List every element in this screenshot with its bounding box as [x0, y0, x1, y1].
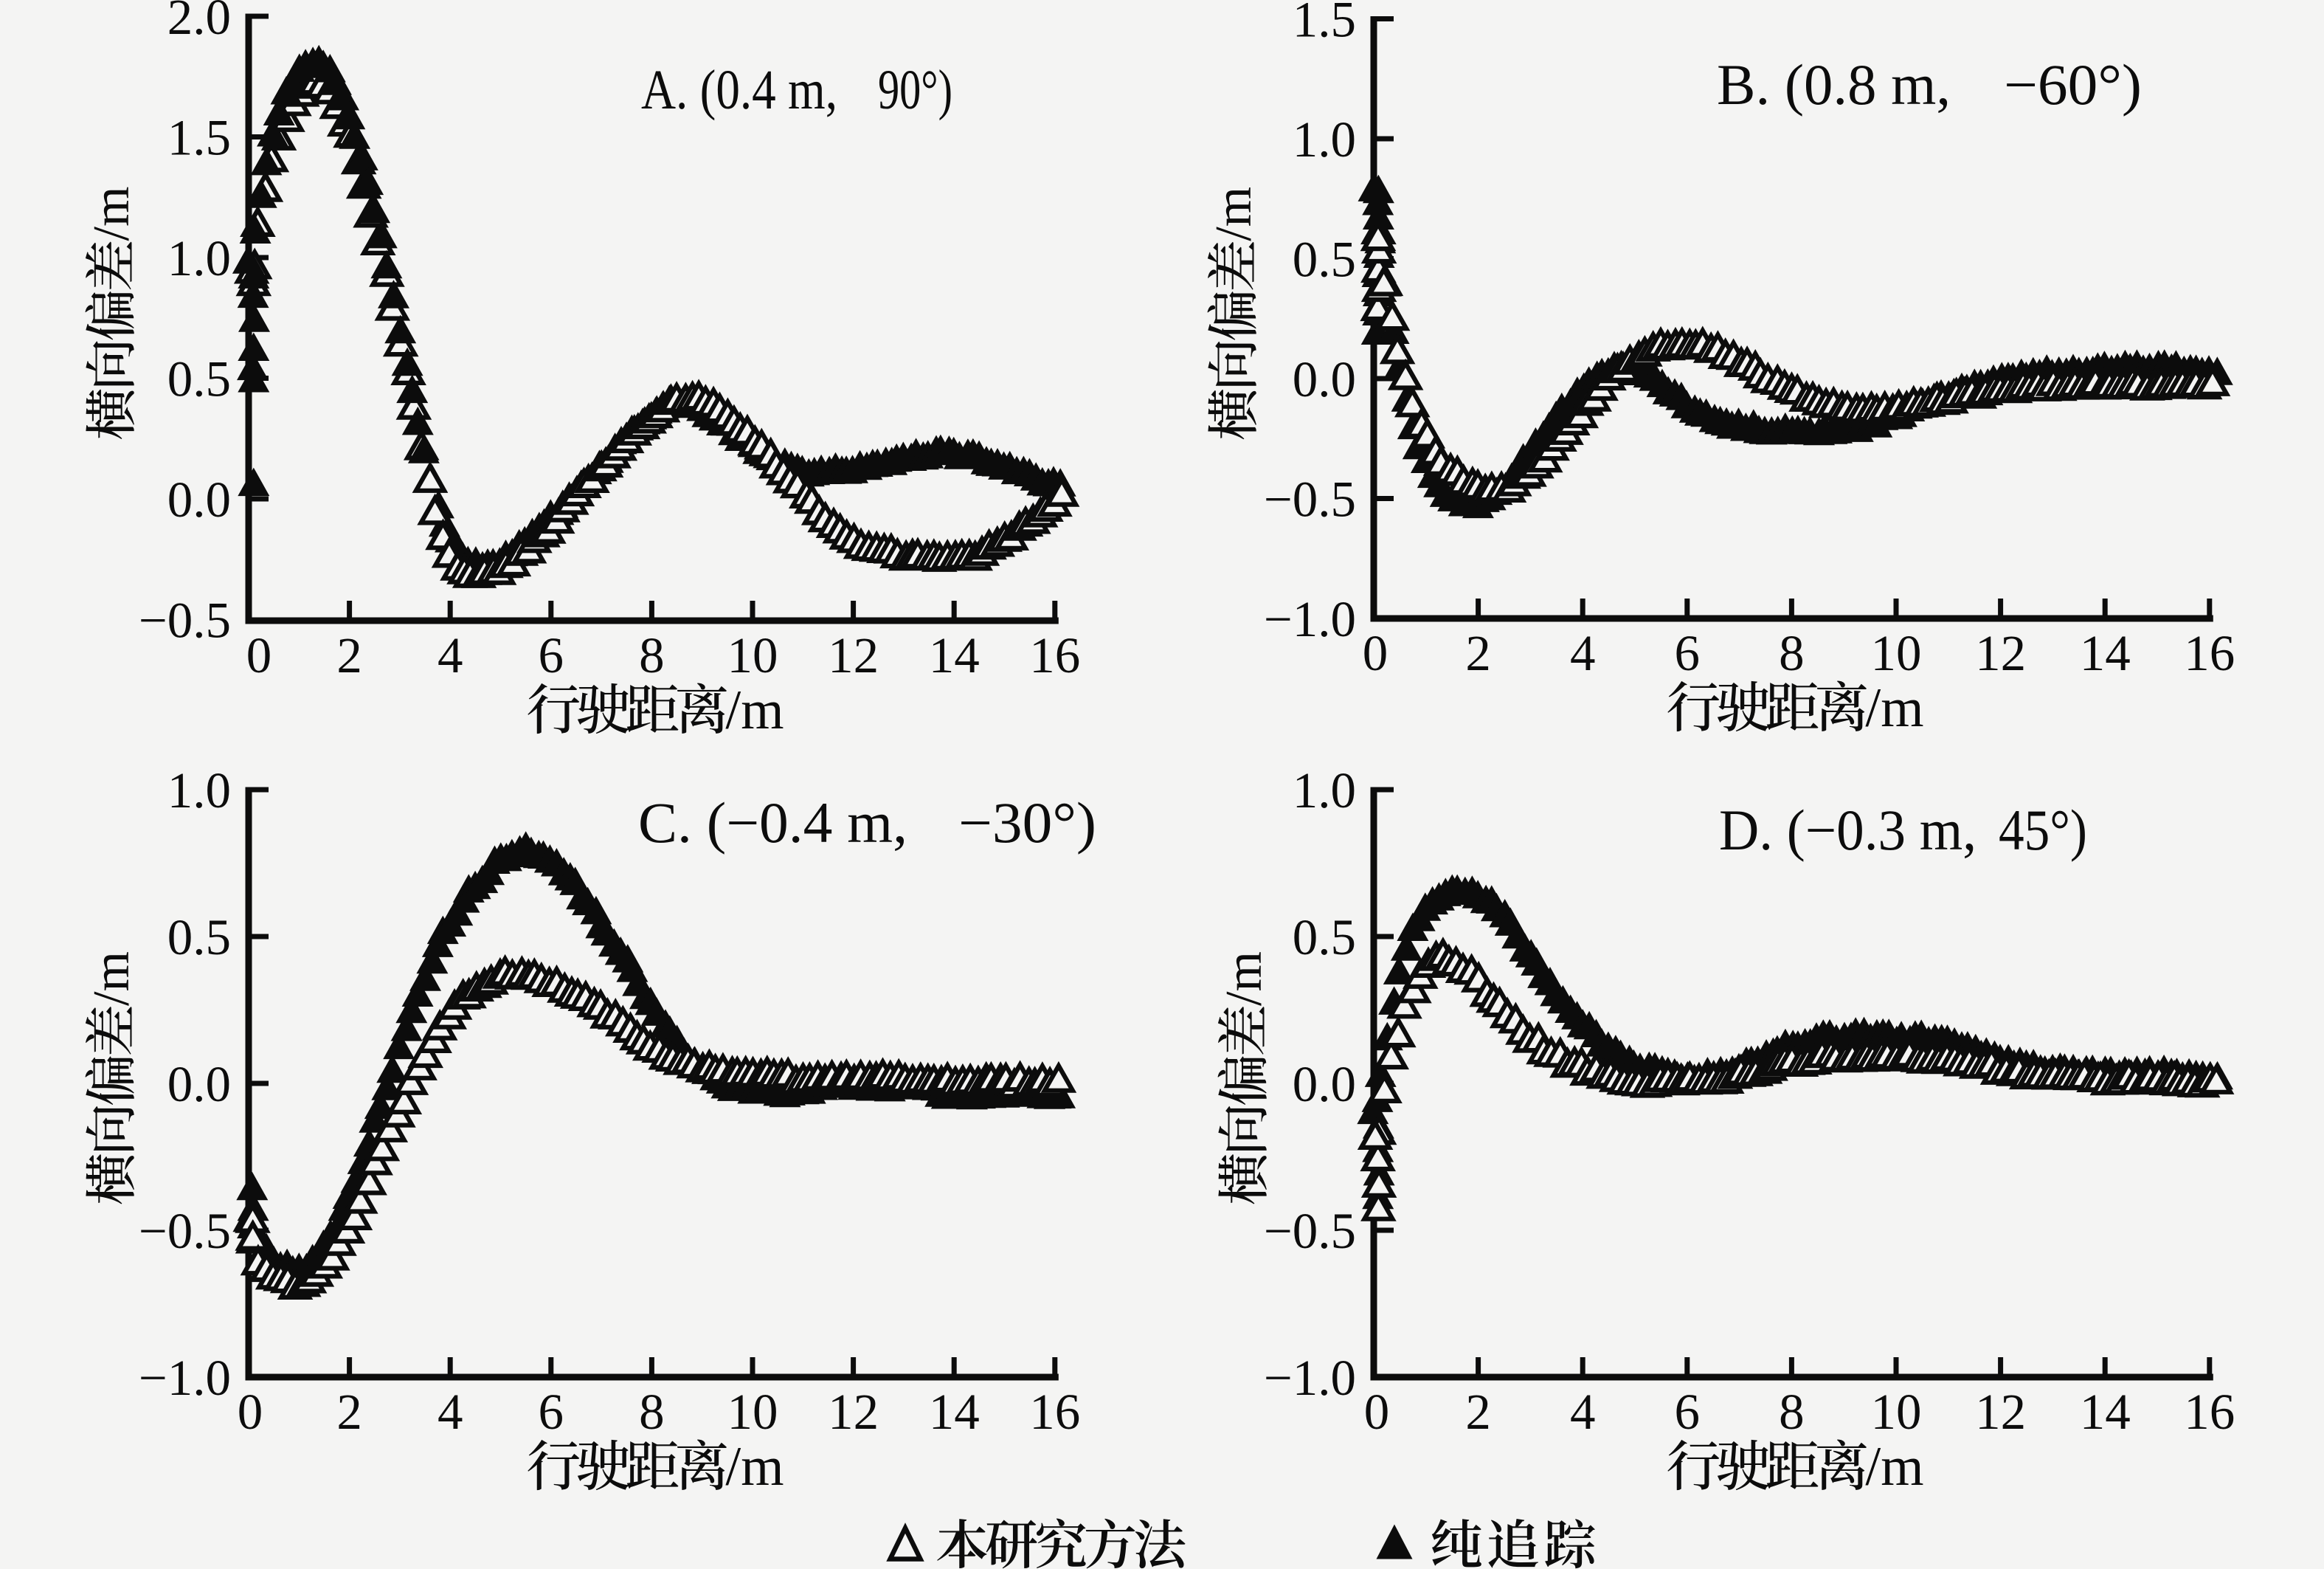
svg-text:0: 0: [1364, 1384, 1390, 1440]
svg-text:−0.5: −0.5: [1264, 472, 1356, 528]
svg-text:6: 6: [1675, 1384, 1701, 1440]
svg-text:8: 8: [639, 627, 665, 683]
svg-text:1.5: 1.5: [1293, 0, 1356, 48]
svg-text:1.0: 1.0: [1293, 111, 1356, 168]
svg-text:12: 12: [828, 1384, 879, 1440]
svg-text:4: 4: [438, 627, 463, 683]
svg-text:1.0: 1.0: [1293, 762, 1356, 818]
svg-text:0: 0: [1363, 625, 1388, 681]
svg-text:2.0: 2.0: [167, 0, 231, 45]
svg-text:8: 8: [1779, 1384, 1805, 1440]
svg-text:6: 6: [539, 1384, 564, 1440]
svg-text:10: 10: [727, 627, 778, 683]
svg-text:/m: /m: [725, 680, 784, 741]
svg-text:D. (−0.3 m,: D. (−0.3 m,: [1719, 798, 1977, 862]
svg-text:/m: /m: [1865, 1436, 1923, 1497]
svg-text:0.5: 0.5: [167, 351, 231, 407]
svg-text:0.5: 0.5: [167, 909, 231, 965]
svg-text:0.0: 0.0: [1293, 351, 1356, 407]
svg-text:0.0: 0.0: [1293, 1056, 1356, 1112]
svg-text:4: 4: [1570, 625, 1596, 681]
svg-text:−0.5: −0.5: [1264, 1203, 1356, 1259]
svg-text:C. (−0.4 m,: C. (−0.4 m,: [638, 790, 907, 855]
svg-text:14: 14: [2080, 1384, 2131, 1440]
svg-text:−0.5: −0.5: [139, 593, 231, 649]
svg-text:16: 16: [2184, 1384, 2235, 1440]
svg-text:2: 2: [1465, 625, 1491, 681]
svg-text:1.5: 1.5: [167, 110, 231, 166]
svg-text:B. (0.8 m,: B. (0.8 m,: [1717, 52, 1951, 117]
svg-text:14: 14: [2080, 625, 2131, 681]
svg-text:16: 16: [1029, 627, 1080, 683]
svg-text:12: 12: [828, 627, 879, 683]
svg-text:1.0: 1.0: [167, 230, 231, 286]
svg-text:14: 14: [929, 1384, 980, 1440]
svg-text:14: 14: [929, 627, 980, 683]
svg-text:0: 0: [238, 1384, 263, 1440]
svg-text:2: 2: [336, 1384, 362, 1440]
svg-text:0.5: 0.5: [1293, 909, 1356, 965]
svg-text:−1.0: −1.0: [1264, 1350, 1356, 1406]
svg-text:10: 10: [727, 1384, 778, 1440]
svg-text:/m: /m: [83, 187, 140, 241]
svg-text:0.5: 0.5: [1293, 232, 1356, 288]
svg-text:4: 4: [1570, 1384, 1596, 1440]
svg-text:2: 2: [1465, 1384, 1491, 1440]
svg-text:16: 16: [2184, 625, 2235, 681]
svg-text:/m: /m: [1216, 951, 1273, 1006]
svg-text:8: 8: [1779, 625, 1805, 681]
svg-text:10: 10: [1871, 625, 1922, 681]
svg-text:12: 12: [1975, 625, 2026, 681]
svg-text:0.0: 0.0: [167, 1056, 231, 1112]
svg-text:A. (0.4 m,: A. (0.4 m,: [641, 59, 837, 121]
svg-text:12: 12: [1975, 1384, 2026, 1440]
svg-text:16: 16: [1029, 1384, 1080, 1440]
svg-text:−30°): −30°): [958, 790, 1096, 855]
svg-text:0: 0: [246, 627, 272, 683]
svg-text:/m: /m: [1865, 677, 1923, 739]
svg-text:/m: /m: [1206, 187, 1262, 241]
svg-text:6: 6: [1675, 625, 1701, 681]
svg-text:−0.5: −0.5: [139, 1203, 231, 1259]
svg-text:−60°): −60°): [2004, 52, 2142, 117]
svg-text:6: 6: [539, 627, 564, 683]
svg-text:45°): 45°): [1999, 798, 2087, 862]
svg-text:2: 2: [336, 627, 362, 683]
svg-text:1.0: 1.0: [167, 762, 231, 818]
svg-text:4: 4: [438, 1384, 463, 1440]
svg-text:90°): 90°): [878, 59, 952, 121]
svg-text:/m: /m: [725, 1436, 784, 1497]
svg-text:10: 10: [1871, 1384, 1922, 1440]
svg-text:/m: /m: [83, 951, 140, 1006]
svg-text:−1.0: −1.0: [1264, 591, 1356, 647]
svg-text:−1.0: −1.0: [139, 1350, 231, 1406]
svg-text:8: 8: [639, 1384, 665, 1440]
svg-text:0.0: 0.0: [167, 472, 231, 528]
